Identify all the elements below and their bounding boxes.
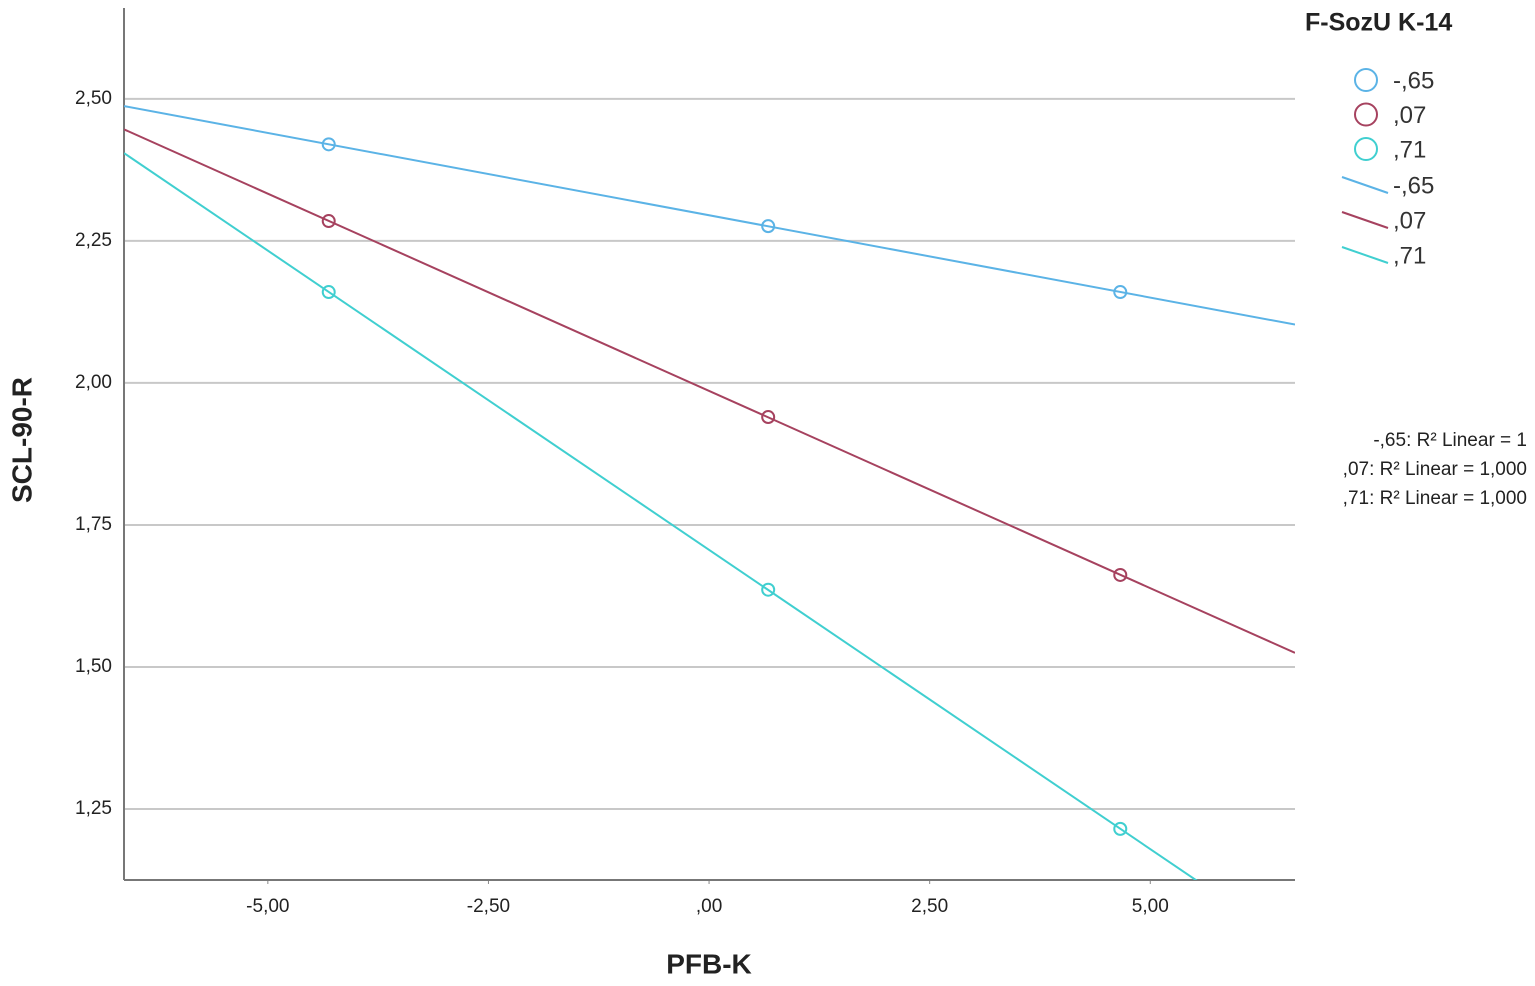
legend-marker [1354,68,1378,92]
data-point [761,410,776,425]
legend-label: ,07 [1393,207,1426,234]
x-tick-label: 5,00 [1132,896,1169,917]
data-point [321,214,336,229]
legend-label: ,71 [1393,136,1426,163]
y-tick-label: 2,50 [75,88,112,109]
fit-annotation: ,07: R² Linear = 1,000 [1343,459,1527,480]
fit-annotation: -,65: R² Linear = 1 [1373,430,1527,451]
data-point [761,219,776,234]
data-point [1113,821,1128,836]
x-tick-label: -2,50 [467,896,510,917]
legend-label: -,65 [1393,172,1434,199]
legend-label: ,71 [1393,242,1426,269]
legend-line [1341,211,1389,229]
data-point [1113,285,1128,300]
fit-line [124,105,1295,326]
legend-label: ,07 [1393,102,1426,129]
x-tick-label: ,00 [696,896,722,917]
legend-label: -,65 [1393,67,1434,94]
y-tick-label: 2,00 [75,372,112,393]
legend-marker [1354,102,1378,127]
legend-line [1341,176,1389,194]
x-tick-label: 2,50 [911,896,948,917]
legend-marker [1354,137,1378,161]
y-tick-label: 2,25 [75,230,112,251]
y-axis-title: SCL-90-R [6,377,37,503]
y-tick-label: 1,50 [75,656,112,677]
fit-line [124,152,1198,880]
data-point [761,582,776,597]
data-point [321,285,336,300]
data-point [1113,567,1128,582]
y-tick-label: 1,25 [75,798,112,819]
x-tick-label: -5,00 [246,896,289,917]
fit-line [124,128,1295,654]
plot-area [124,105,1295,880]
legend-line [1341,246,1389,264]
legend-title: F-SozU K-14 [1305,9,1452,37]
x-axis-title: PFB-K [666,948,752,979]
y-tick-label: 1,75 [75,514,112,535]
data-point [321,137,336,152]
fit-annotation: ,71: R² Linear = 1,000 [1343,488,1527,509]
